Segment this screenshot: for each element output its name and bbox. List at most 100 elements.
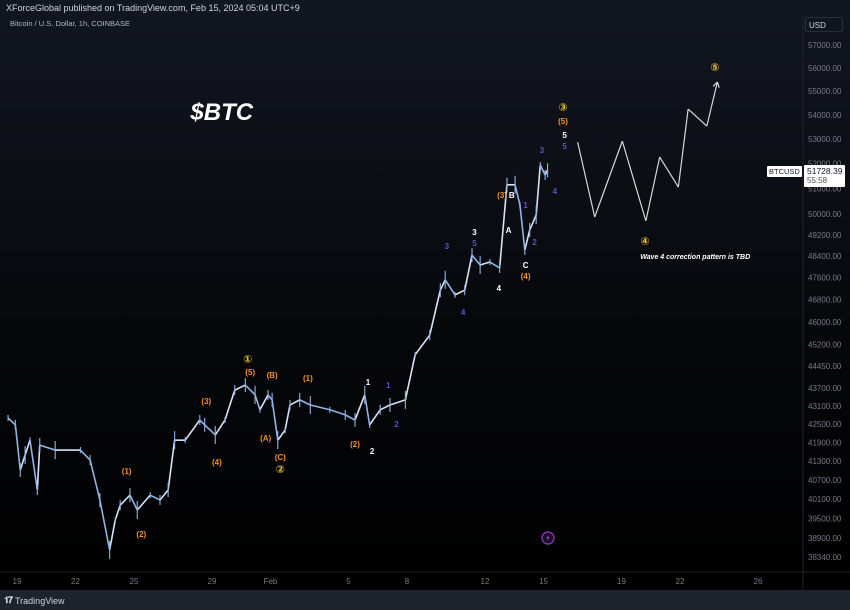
projection-segment — [594, 140, 623, 218]
price-segment — [289, 399, 301, 406]
symbol-price-label: BTCUSD — [767, 166, 802, 177]
wave-annotations: $BTC (1) (2) (3) (4) ① (5) (B) (A) (C)② (1) (2) 1 2 1 2… — [122, 61, 750, 539]
brand-name: TradingView — [15, 595, 65, 606]
price-tick-label: 55000.00 — [808, 87, 842, 96]
price-segment — [471, 254, 481, 266]
wave-label: (1) — [122, 467, 132, 476]
price-segment — [136, 494, 151, 511]
price-tick-label: 52000.00 — [808, 160, 842, 169]
price-tick-label: 46000.00 — [808, 318, 842, 327]
symbol-title[interactable]: Bitcoin / U.S. Dollar, 1h, COINBASE — [10, 19, 131, 28]
price-segment — [254, 394, 261, 411]
chart-background — [0, 0, 850, 590]
price-tick-label: 38900.00 — [808, 534, 842, 543]
wave-label: (C) — [275, 453, 286, 462]
wave-label: 2 — [370, 447, 375, 456]
price-segment — [519, 204, 526, 251]
price-tick-label: 45200.00 — [808, 340, 842, 349]
wave-label: (5) — [558, 117, 568, 126]
price-segment — [428, 290, 442, 336]
price-segment — [514, 184, 521, 206]
price-tick-label: 39500.00 — [808, 514, 842, 523]
wave-label: (4) — [521, 272, 531, 281]
price-tick-label: 44450.00 — [808, 362, 842, 371]
price-segment — [524, 229, 531, 251]
time-tick-label: 12 — [481, 577, 490, 586]
wave-label: (2) — [350, 440, 360, 449]
price-tick-label: 57000.00 — [808, 41, 842, 50]
price-segment — [159, 489, 169, 501]
price-segment — [149, 494, 161, 501]
price-segment — [535, 164, 542, 215]
price-tick-label: 48400.00 — [808, 252, 842, 261]
price-segment — [19, 454, 26, 471]
price-segment — [354, 394, 366, 421]
tradingview-logo[interactable]: 𝟏𝟕 TradingView — [4, 595, 65, 606]
price-segment — [214, 419, 226, 436]
price-segment — [244, 384, 256, 396]
wave-label: 3 — [472, 228, 477, 237]
price-segment — [404, 354, 416, 401]
price-segment — [539, 164, 546, 176]
price-series — [7, 162, 549, 559]
price-segment — [267, 394, 273, 401]
events-icon[interactable]: ⚡ — [541, 531, 555, 545]
price-segment — [36, 445, 41, 491]
price-segment — [379, 404, 391, 411]
price-segment — [299, 399, 311, 406]
svg-text:⚡: ⚡ — [545, 534, 551, 543]
arrow-head — [716, 81, 720, 88]
wave-label: 4 — [553, 187, 558, 196]
price-segment — [389, 399, 406, 406]
wave-label: 3 — [540, 146, 545, 155]
price-segment — [108, 519, 117, 551]
price-segment — [368, 409, 381, 426]
time-tick-label: 22 — [676, 577, 685, 586]
circled-wave-label: ④ — [640, 235, 649, 248]
price-tick-label: 49200.00 — [808, 231, 842, 240]
price-segment — [167, 440, 176, 491]
wave-label: 2 — [394, 420, 399, 429]
price-segment — [79, 449, 91, 461]
wave-label: (2) — [136, 530, 146, 539]
wave-label: A — [506, 226, 512, 235]
price-segment — [7, 417, 16, 426]
price-segment — [463, 254, 473, 291]
price-segment — [234, 384, 246, 391]
wave-label: 1 — [386, 381, 391, 390]
price-segment — [89, 459, 101, 501]
price-axis[interactable]: 57000.00 56000.00 55000.00 54000.00 53000.00… — [808, 41, 842, 562]
price-tick-label: 42500.00 — [808, 420, 842, 429]
circled-wave-label: ③ — [558, 101, 567, 114]
time-tick-label: 26 — [754, 577, 763, 586]
chart-title: $BTC — [189, 99, 253, 126]
wave-label: C — [523, 261, 529, 270]
price-segment — [363, 394, 371, 426]
time-axis[interactable]: 19 22 25 29 Feb 5 8 12 15 19 22 26 — [13, 577, 763, 586]
price-tick-label: 43100.00 — [808, 402, 842, 411]
projection-segment — [645, 156, 661, 222]
wave-label: (1) — [303, 374, 313, 383]
time-tick-label: Feb — [264, 577, 278, 586]
price-segment — [277, 429, 286, 441]
wave-label: 4 — [497, 284, 502, 293]
wave-label: 1 — [523, 201, 528, 210]
time-tick-label: 22 — [71, 577, 80, 586]
publisher-info: XForceGlobal published on TradingView.co… — [6, 3, 300, 13]
price-segment — [479, 261, 491, 266]
projection-segment — [659, 156, 679, 188]
price-segment — [129, 494, 138, 511]
price-segment — [39, 444, 56, 451]
wave-label: (A) — [260, 434, 271, 443]
currency-button[interactable]: USD — [805, 17, 843, 32]
price-segment — [414, 334, 431, 356]
projection-segment — [687, 108, 708, 127]
price-tick-label: 43700.00 — [808, 384, 842, 393]
price-segment — [204, 424, 216, 436]
wave-label: 1 — [366, 378, 371, 387]
price-tick-label: 51000.00 — [808, 185, 842, 194]
circled-wave-label: ⑤ — [710, 61, 719, 74]
circled-wave-label: ② — [276, 463, 285, 476]
price-segment — [528, 214, 537, 231]
